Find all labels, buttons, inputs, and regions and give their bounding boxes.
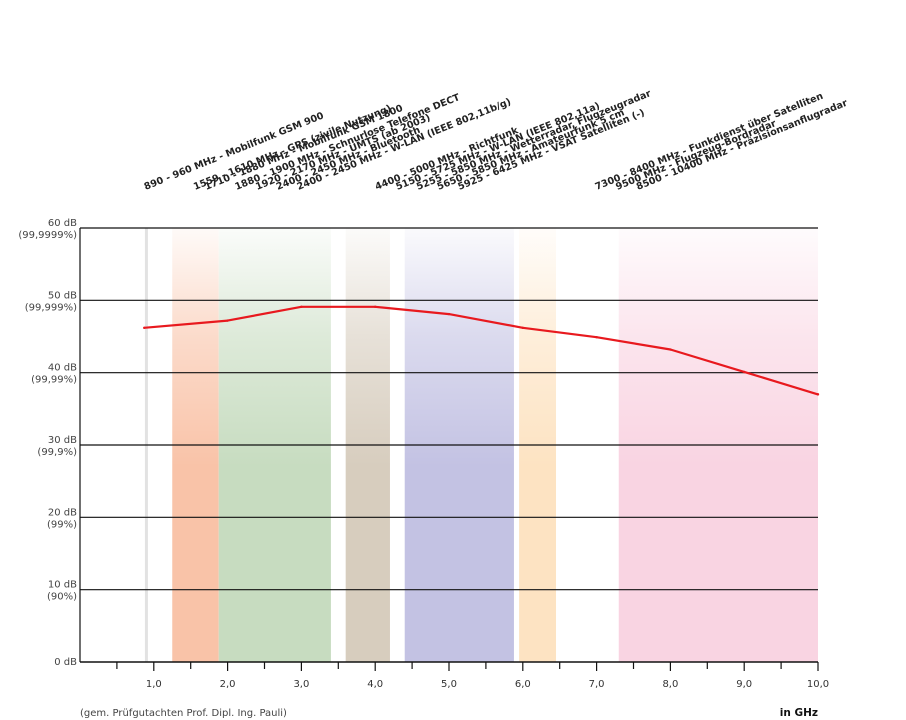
- series-line-0: [144, 305, 819, 396]
- x-tick-label-4: 5,0: [441, 679, 457, 690]
- y-axis: 0 dB 10 dB(90%) 20 dB(99%) 30 dB(99,9%) 40 d…: [18, 218, 81, 668]
- y-tick-label-4: 40 dB: [48, 363, 77, 374]
- x-axis: 1,0 2,0 3,0 4,0 5,0 6,0 7,0 8,0 9,0 10,0: [80, 661, 829, 690]
- data-point-7: [669, 348, 672, 351]
- x-tick-label-0: 1,0: [146, 679, 162, 690]
- y-tick-sublabel-5: (99,999%): [25, 302, 77, 313]
- data-point-8: [743, 370, 746, 374]
- data-point-4: [447, 312, 451, 316]
- grid-lines: [80, 227, 818, 591]
- y-tick-label-3: 30 dB: [48, 435, 77, 446]
- y-tick-sublabel-6: (99,9999%): [18, 230, 77, 241]
- x-tick-label-9: 10,0: [807, 679, 829, 690]
- x-axis-unit: in GHz: [780, 707, 818, 719]
- y-tick-label-6: 60 dB: [48, 218, 77, 229]
- band-label-14: 8500 - 10400 MHz - Präzisionsanflugradar: [635, 98, 849, 193]
- y-tick-sublabel-2: (99%): [47, 519, 77, 530]
- series-lines: [143, 305, 820, 396]
- x-tick-label-1: 2,0: [220, 679, 236, 690]
- x-tick-label-5: 6,0: [515, 679, 531, 690]
- x-tick-label-7: 8,0: [662, 679, 678, 690]
- data-point-1: [226, 319, 229, 322]
- data-point-6: [595, 336, 598, 339]
- y-tick-label-2: 20 dB: [48, 507, 77, 518]
- data-point-5: [521, 326, 524, 330]
- data-point-9: [816, 393, 820, 396]
- data-point-0: [143, 326, 146, 330]
- x-tick-label-6: 7,0: [589, 679, 605, 690]
- y-tick-label-5: 50 dB: [48, 290, 77, 301]
- y-tick-label-0: 0 dB: [54, 657, 77, 668]
- y-tick-label-1: 10 dB: [48, 580, 77, 591]
- x-tick-label-3: 4,0: [367, 679, 383, 690]
- y-tick-sublabel-1: (90%): [47, 592, 77, 603]
- x-tick-label-2: 3,0: [293, 679, 309, 690]
- y-tick-sublabel-3: (99,9%): [37, 447, 77, 458]
- footnote: (gem. Prüfgutachten Prof. Dipl. Ing. Pau…: [80, 708, 287, 719]
- data-point-3: [374, 305, 377, 309]
- x-tick-label-8: 9,0: [736, 679, 752, 690]
- y-tick-sublabel-4: (99,99%): [31, 375, 77, 386]
- data-point-2: [300, 305, 303, 309]
